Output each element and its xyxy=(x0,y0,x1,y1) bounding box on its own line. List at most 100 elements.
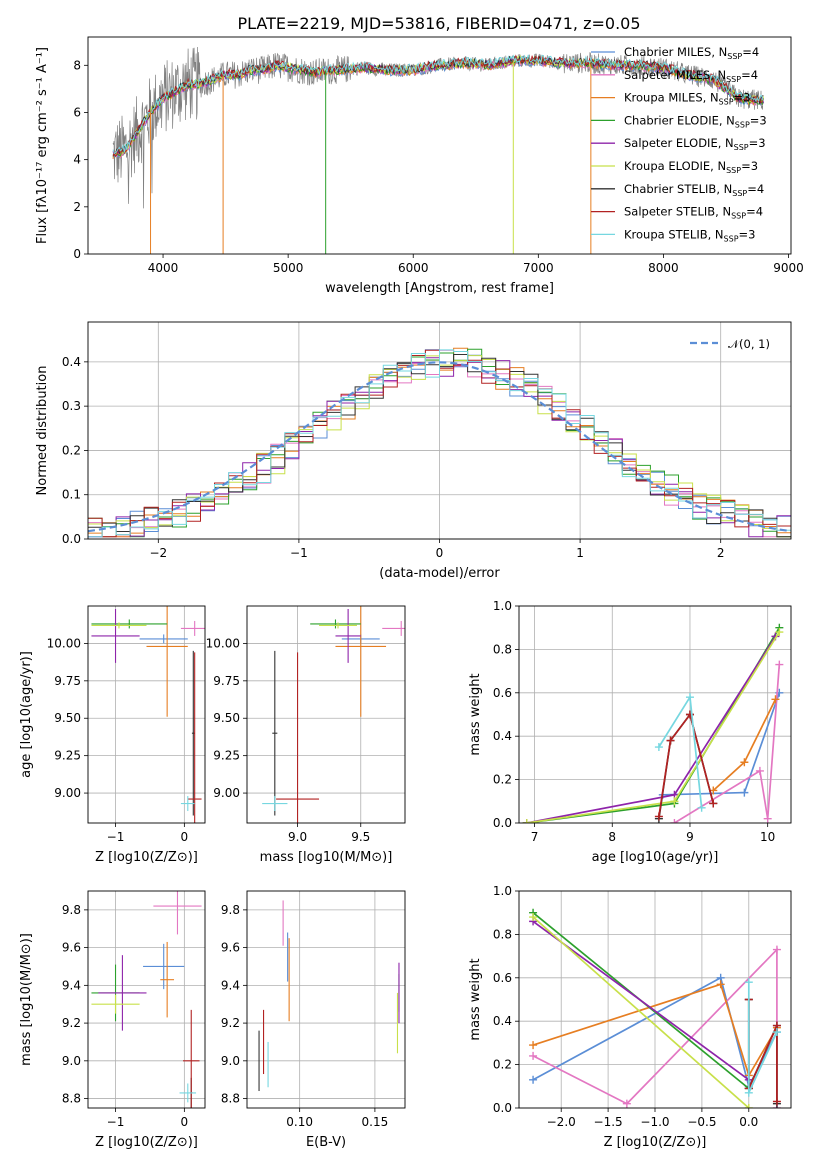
series-marker xyxy=(654,812,663,821)
y-tick-label: 9.6 xyxy=(221,941,240,955)
y-tick-label: 9.6 xyxy=(62,941,81,955)
series-line xyxy=(673,664,781,823)
plot-area-spectrum xyxy=(112,46,764,254)
histogram-kroupa-stelib xyxy=(88,349,791,538)
legend-residuals: 𝒩(0, 1) xyxy=(690,337,770,351)
series-marker xyxy=(772,1028,781,1037)
series-marker xyxy=(709,799,718,808)
x-tick-label: 0 xyxy=(181,830,189,844)
axes-frame xyxy=(246,890,406,1109)
x-tick-label: −2.0 xyxy=(547,1115,576,1129)
panel-mass_weight_vs_age: 7 8 9 10 0.0 0.2 0.4 0.6 0.8 1.0 age [log10(age/yr… xyxy=(468,599,792,865)
y-axis-label: age [log10(age/yr)] xyxy=(19,651,34,778)
series-marker xyxy=(670,797,679,806)
y-tick-label: 8.8 xyxy=(221,1092,240,1106)
y-tick-label: 0.2 xyxy=(62,443,81,457)
y-tick-label: 0.4 xyxy=(493,729,512,743)
y-tick-label: 9.00 xyxy=(213,786,240,800)
legend-entry: Salpeter ELODIE, NSSP=3 xyxy=(624,136,766,152)
y-tick-label: 8 xyxy=(73,58,81,72)
axes-frame xyxy=(518,605,792,824)
y-tick-label: 9.25 xyxy=(54,749,81,763)
series-marker xyxy=(775,628,784,637)
axes-frame xyxy=(87,890,206,1109)
x-axis-label: age [log10(age/yr)] xyxy=(592,850,719,865)
y-tick-label: 0.1 xyxy=(62,488,81,502)
legend-spectrum: Chabrier MILES, NSSP=4 Salpeter MILES, NS… xyxy=(591,45,767,243)
series-line xyxy=(658,712,715,817)
y-tick-label: 9.4 xyxy=(62,978,81,992)
series-marker xyxy=(744,1088,753,1097)
y-tick-label: 0.8 xyxy=(493,927,512,941)
y-axis-label: mass [log10(M/M⊙)] xyxy=(19,933,34,1066)
y-tick-label: 0.8 xyxy=(493,642,512,656)
y-tick-label: 10.00 xyxy=(47,636,81,650)
series-line xyxy=(532,983,778,1078)
x-tick-label: −1 xyxy=(107,830,125,844)
histogram-salpeter-elodie xyxy=(88,357,791,538)
y-tick-label: 9.2 xyxy=(221,1016,240,1030)
y-tick-label: 0 xyxy=(73,247,81,261)
axes-frame xyxy=(87,36,792,255)
plot-area-mass_weight_vs_age xyxy=(522,623,784,823)
series-marker xyxy=(622,1099,631,1108)
x-tick-label: −1.5 xyxy=(594,1115,623,1129)
axes-frame xyxy=(246,605,406,824)
y-tick-label: 2 xyxy=(73,200,81,214)
legend-entry: Chabrier STELIB, NSSP=4 xyxy=(624,182,764,198)
plot-area-residuals xyxy=(88,347,791,538)
x-axis-label: Z [log10(Z/Z⊙)] xyxy=(95,1135,198,1150)
axes-frame xyxy=(87,605,206,824)
panel-spectrum: 4000 5000 6000 7000 8000 9000 0 2 4 6 8 wavelength … xyxy=(35,36,804,296)
panel-mass_vs_Z: −1 0 8.8 9.0 9.2 9.4 9.6 9.8 Z [log10(Z/Z⊙)] mass… xyxy=(19,890,206,1150)
x-axis-label: (data-model)/error xyxy=(379,566,500,581)
series-line xyxy=(532,916,750,1108)
x-tick-label: −2 xyxy=(149,546,167,560)
y-tick-label: 4 xyxy=(73,153,81,167)
y-tick-label: 9.8 xyxy=(62,903,81,917)
y-tick-label: 9.00 xyxy=(54,786,81,800)
ticks-age_vs_Z: −1 0 9.00 9.25 9.50 9.75 10.00 xyxy=(47,606,205,844)
x-tick-label: 2 xyxy=(717,546,725,560)
x-tick-label: 9.5 xyxy=(351,830,370,844)
plot-area-mass_vs_EBV xyxy=(258,900,400,1092)
y-tick-label: 9.0 xyxy=(62,1054,81,1068)
x-tick-label: 7 xyxy=(531,830,539,844)
x-tick-label: 4000 xyxy=(148,261,179,275)
plot-area-mass_weight_vs_Z xyxy=(529,908,781,1108)
series-marker xyxy=(740,758,749,767)
y-tick-label: 0.0 xyxy=(62,532,81,546)
y-tick-label: 0.3 xyxy=(62,399,81,413)
y-tick-label: 0.6 xyxy=(493,686,512,700)
y-tick-label: 0.2 xyxy=(493,773,512,787)
y-tick-label: 10.00 xyxy=(206,636,240,650)
y-tick-label: 1.0 xyxy=(493,599,512,613)
series-marker xyxy=(529,1075,538,1084)
y-tick-label: 9.2 xyxy=(62,1016,81,1030)
axes-frame xyxy=(518,890,792,1109)
series-marker xyxy=(670,819,679,823)
spectrum-model-line xyxy=(112,54,764,155)
series-marker xyxy=(775,660,784,669)
series-marker xyxy=(654,743,663,752)
spectrum-model-line xyxy=(112,54,764,158)
series-marker xyxy=(771,695,780,704)
x-tick-label: 0.10 xyxy=(286,1115,313,1129)
series-marker xyxy=(744,1104,753,1108)
y-tick-label: 9.25 xyxy=(213,749,240,763)
x-tick-label: 0 xyxy=(181,1115,189,1129)
x-axis-label: mass [log10(M/M⊙)] xyxy=(260,850,393,865)
ticks-mass_vs_EBV: 0.10 0.15 8.8 9.0 9.2 9.4 9.6 9.8 xyxy=(221,891,405,1129)
legend-entry: Chabrier MILES, NSSP=4 xyxy=(624,45,759,61)
panel-mass_vs_EBV: 0.10 0.15 8.8 9.0 9.2 9.4 9.6 9.8 E(B-V) xyxy=(221,890,406,1150)
y-axis-label: mass weight xyxy=(468,958,483,1040)
series-marker xyxy=(755,766,764,775)
y-axis-label: mass weight xyxy=(468,673,483,755)
series-marker xyxy=(529,913,538,922)
legend-entry: Salpeter STELIB, NSSP=4 xyxy=(624,205,763,221)
y-tick-label: 1.0 xyxy=(493,884,512,898)
series-marker xyxy=(772,945,781,954)
ticks-mass_vs_Z: −1 0 8.8 9.0 9.2 9.4 9.6 9.8 xyxy=(62,891,205,1129)
plot-area-age_vs_mass xyxy=(262,606,405,823)
series-marker xyxy=(716,980,725,989)
